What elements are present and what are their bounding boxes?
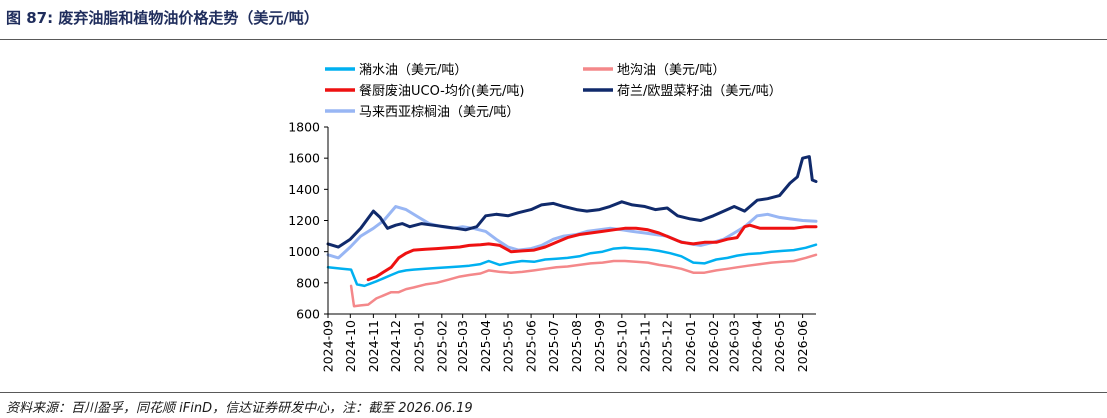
y-tick-label: 1800 — [288, 120, 320, 135]
figure-header: 图 87: 废弃油脂和植物油价格走势（美元/吨） — [0, 0, 1107, 40]
x-tick-label: 2025-08 — [569, 320, 584, 372]
x-tick-label: 2025-02 — [434, 320, 449, 372]
x-tick-label: 2024-10 — [343, 320, 358, 372]
y-tick-label: 600 — [296, 307, 320, 322]
chart-legend: 潲水油（美元/吨） 地沟油（美元/吨） 餐厨废油UCO-均价(美元/吨) 荷兰/欧盟菜… — [325, 63, 782, 120]
y-tick-label: 1000 — [288, 244, 320, 259]
line-chart: 潲水油（美元/吨） 地沟油（美元/吨） 餐厨废油UCO-均价(美元/吨) 荷兰/欧盟菜… — [288, 63, 818, 372]
y-tick-label: 800 — [296, 275, 320, 290]
legend-label: 地沟油（美元/吨） — [617, 63, 725, 78]
legend-label: 餐厨废油UCO-均价(美元/吨) — [359, 83, 524, 99]
y-tick-label: 1600 — [288, 151, 320, 166]
figure-footer: 资料来源：百川盈孚，同花顺 iFinD，信达证券研发中心，注：截至 2026.0… — [0, 392, 1107, 418]
x-tick-label: 2025-06 — [524, 320, 539, 372]
source-note: 资料来源：百川盈孚，同花顺 iFinD，信达证券研发中心，注：截至 2026.0… — [6, 401, 473, 416]
x-tick-label: 2026-04 — [750, 320, 765, 372]
series-line — [349, 253, 818, 308]
x-tick-label: 2026-06 — [795, 320, 810, 372]
x-tick-label: 2025-10 — [614, 320, 629, 372]
x-tick-label: 2025-11 — [637, 320, 652, 372]
figure-title: 图 87: 废弃油脂和植物油价格走势（美元/吨） — [6, 9, 319, 27]
x-tick-label: 2024-12 — [388, 320, 403, 372]
x-tick-label: 2026-03 — [727, 320, 742, 372]
x-axis: 2024-09 2024-10 2024-11 2024-12 2025-01 2025-… — [321, 313, 816, 372]
x-tick-label: 2026-02 — [706, 320, 721, 372]
legend-label: 马来西亚棕榈油（美元/吨） — [359, 105, 519, 120]
x-tick-label: 2025-04 — [478, 320, 493, 372]
plot-area — [326, 155, 818, 308]
legend-label: 潲水油（美元/吨） — [359, 63, 467, 78]
x-tick-label: 2025-09 — [592, 320, 607, 372]
x-tick-label: 2025-05 — [501, 320, 516, 372]
series-line — [326, 243, 818, 288]
y-tick-label: 1200 — [288, 213, 320, 228]
x-tick-label: 2025-03 — [455, 320, 470, 372]
x-tick-label: 2026-01 — [683, 320, 698, 372]
legend-label: 荷兰/欧盟菜籽油（美元/吨） — [617, 84, 782, 99]
x-tick-label: 2025-01 — [411, 320, 426, 372]
x-tick-label: 2024-11 — [366, 320, 381, 372]
x-tick-label: 2025-07 — [546, 320, 561, 372]
x-tick-label: 2024-09 — [321, 320, 336, 372]
series-line — [326, 155, 818, 249]
y-tick-label: 1400 — [288, 182, 320, 197]
y-axis: 600 800 1000 1200 1400 1600 1800 — [288, 120, 329, 322]
series-line — [366, 223, 818, 282]
x-tick-label: 2025-12 — [660, 320, 675, 372]
series-line — [326, 205, 818, 260]
x-tick-label: 2026-05 — [772, 320, 787, 372]
